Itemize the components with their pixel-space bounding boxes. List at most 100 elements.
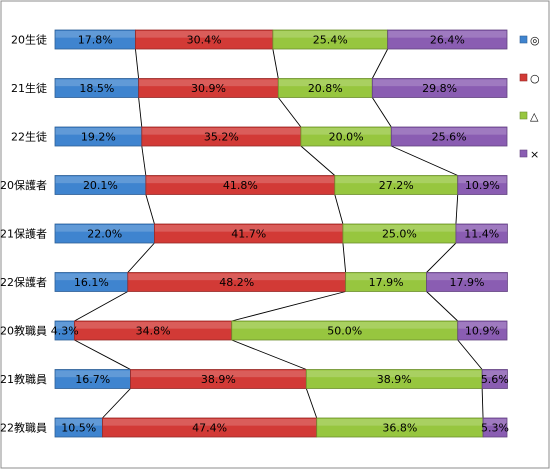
data-label: 26.4% <box>430 34 465 47</box>
data-label: 27.2% <box>379 179 414 192</box>
category-label: 21教職員 <box>0 373 47 386</box>
bar-highlight <box>317 419 483 426</box>
data-label: 5.3% <box>481 422 509 435</box>
bar-highlight <box>335 176 458 184</box>
data-label: 18.5% <box>79 82 114 95</box>
bar-segment <box>387 29 508 50</box>
bar-highlight <box>391 128 507 135</box>
bar-highlight <box>128 273 346 281</box>
series-line <box>272 48 279 79</box>
legend-swatch <box>519 111 528 120</box>
data-label: 30.9% <box>191 82 226 95</box>
bar-highlight <box>154 225 343 232</box>
data-label: 16.7% <box>75 373 110 386</box>
bar-highlight <box>427 273 507 281</box>
series-line <box>138 97 143 128</box>
bar-highlight <box>55 273 128 281</box>
series-line <box>127 242 155 273</box>
data-label: 47.4% <box>192 422 227 435</box>
data-label: 29.8% <box>422 82 457 95</box>
bar-highlight <box>146 176 335 184</box>
series-line <box>135 48 140 79</box>
bar-highlight <box>482 370 507 378</box>
data-label: 50.0% <box>327 325 362 338</box>
series-line <box>300 145 336 176</box>
data-label: 20.8% <box>308 82 343 95</box>
bar-highlight <box>55 176 146 184</box>
bar-highlight <box>388 31 507 38</box>
bar-segment <box>482 417 508 438</box>
data-label: 35.2% <box>204 131 239 144</box>
data-label: 10.9% <box>465 179 500 192</box>
legend-swatch <box>519 73 528 82</box>
series-line <box>481 388 484 419</box>
bar-segment <box>457 175 508 195</box>
bar-segment <box>390 126 508 147</box>
bars <box>54 29 508 438</box>
data-labels: 17.8% 30.4% 25.4% 26.4% 18.5% 30.9% 20.8% 29.8%… <box>51 34 509 435</box>
legend-label: ○ <box>530 72 540 85</box>
data-label: 48.2% <box>219 276 254 289</box>
bar-highlight <box>483 419 507 426</box>
series-line <box>457 339 483 370</box>
bar-segment <box>426 272 508 292</box>
bar-highlight <box>135 31 273 38</box>
data-label: 17.9% <box>450 276 485 289</box>
category-label: 21保護者 <box>0 227 47 241</box>
legend-label: ◎ <box>530 34 540 47</box>
bar-highlight <box>343 225 456 232</box>
bar-highlight <box>55 31 135 38</box>
bar-highlight <box>55 419 102 426</box>
series-line <box>145 194 155 225</box>
category-label: 20保護者 <box>0 178 47 192</box>
data-label: 16.1% <box>74 276 109 289</box>
bar-highlight <box>55 322 74 329</box>
bar-segment <box>457 320 508 341</box>
bar-highlight <box>139 79 278 87</box>
bar-segment <box>455 223 508 244</box>
data-label: 17.9% <box>369 276 404 289</box>
data-label: 38.9% <box>377 373 412 386</box>
data-label: 10.9% <box>465 325 500 338</box>
data-label: 20.1% <box>83 179 118 192</box>
category-label: 20教職員 <box>0 325 47 338</box>
series-line <box>455 194 459 225</box>
data-label: 30.4% <box>187 34 222 47</box>
legend-swatch <box>519 35 528 44</box>
data-label: 41.8% <box>223 179 258 192</box>
series-line <box>102 388 131 419</box>
bar-highlight <box>301 128 391 135</box>
data-label: 34.8% <box>136 325 171 338</box>
data-label: 38.9% <box>201 373 236 386</box>
category-label: 22教職員 <box>0 422 47 435</box>
category-label: 22生徒 <box>11 130 47 144</box>
bar-highlight <box>232 322 458 329</box>
series-line <box>74 339 131 370</box>
data-label: 11.4% <box>464 228 499 241</box>
category-label: 21生徒 <box>11 81 47 95</box>
legend-label: △ <box>530 110 539 123</box>
bar-highlight <box>130 370 306 378</box>
bar-segment <box>481 369 508 389</box>
bar-highlight <box>142 128 301 135</box>
series-line <box>305 388 318 419</box>
data-label: 25.0% <box>382 228 417 241</box>
category-label: 22保護者 <box>0 275 47 289</box>
bar-highlight <box>55 370 130 378</box>
data-label: 17.8% <box>78 34 113 47</box>
series-lines <box>74 48 484 419</box>
data-label: 5.6% <box>481 373 509 386</box>
data-label: 4.3% <box>51 325 79 338</box>
bar-highlight <box>346 273 427 281</box>
data-label: 25.6% <box>432 131 467 144</box>
series-line <box>426 242 457 273</box>
bar-highlight <box>458 176 507 184</box>
series-line <box>334 194 344 225</box>
series-line <box>141 145 147 176</box>
bar-highlight <box>306 370 482 378</box>
bar-segment <box>371 78 508 98</box>
series-line <box>277 97 302 128</box>
category-label: 20生徒 <box>11 33 47 47</box>
